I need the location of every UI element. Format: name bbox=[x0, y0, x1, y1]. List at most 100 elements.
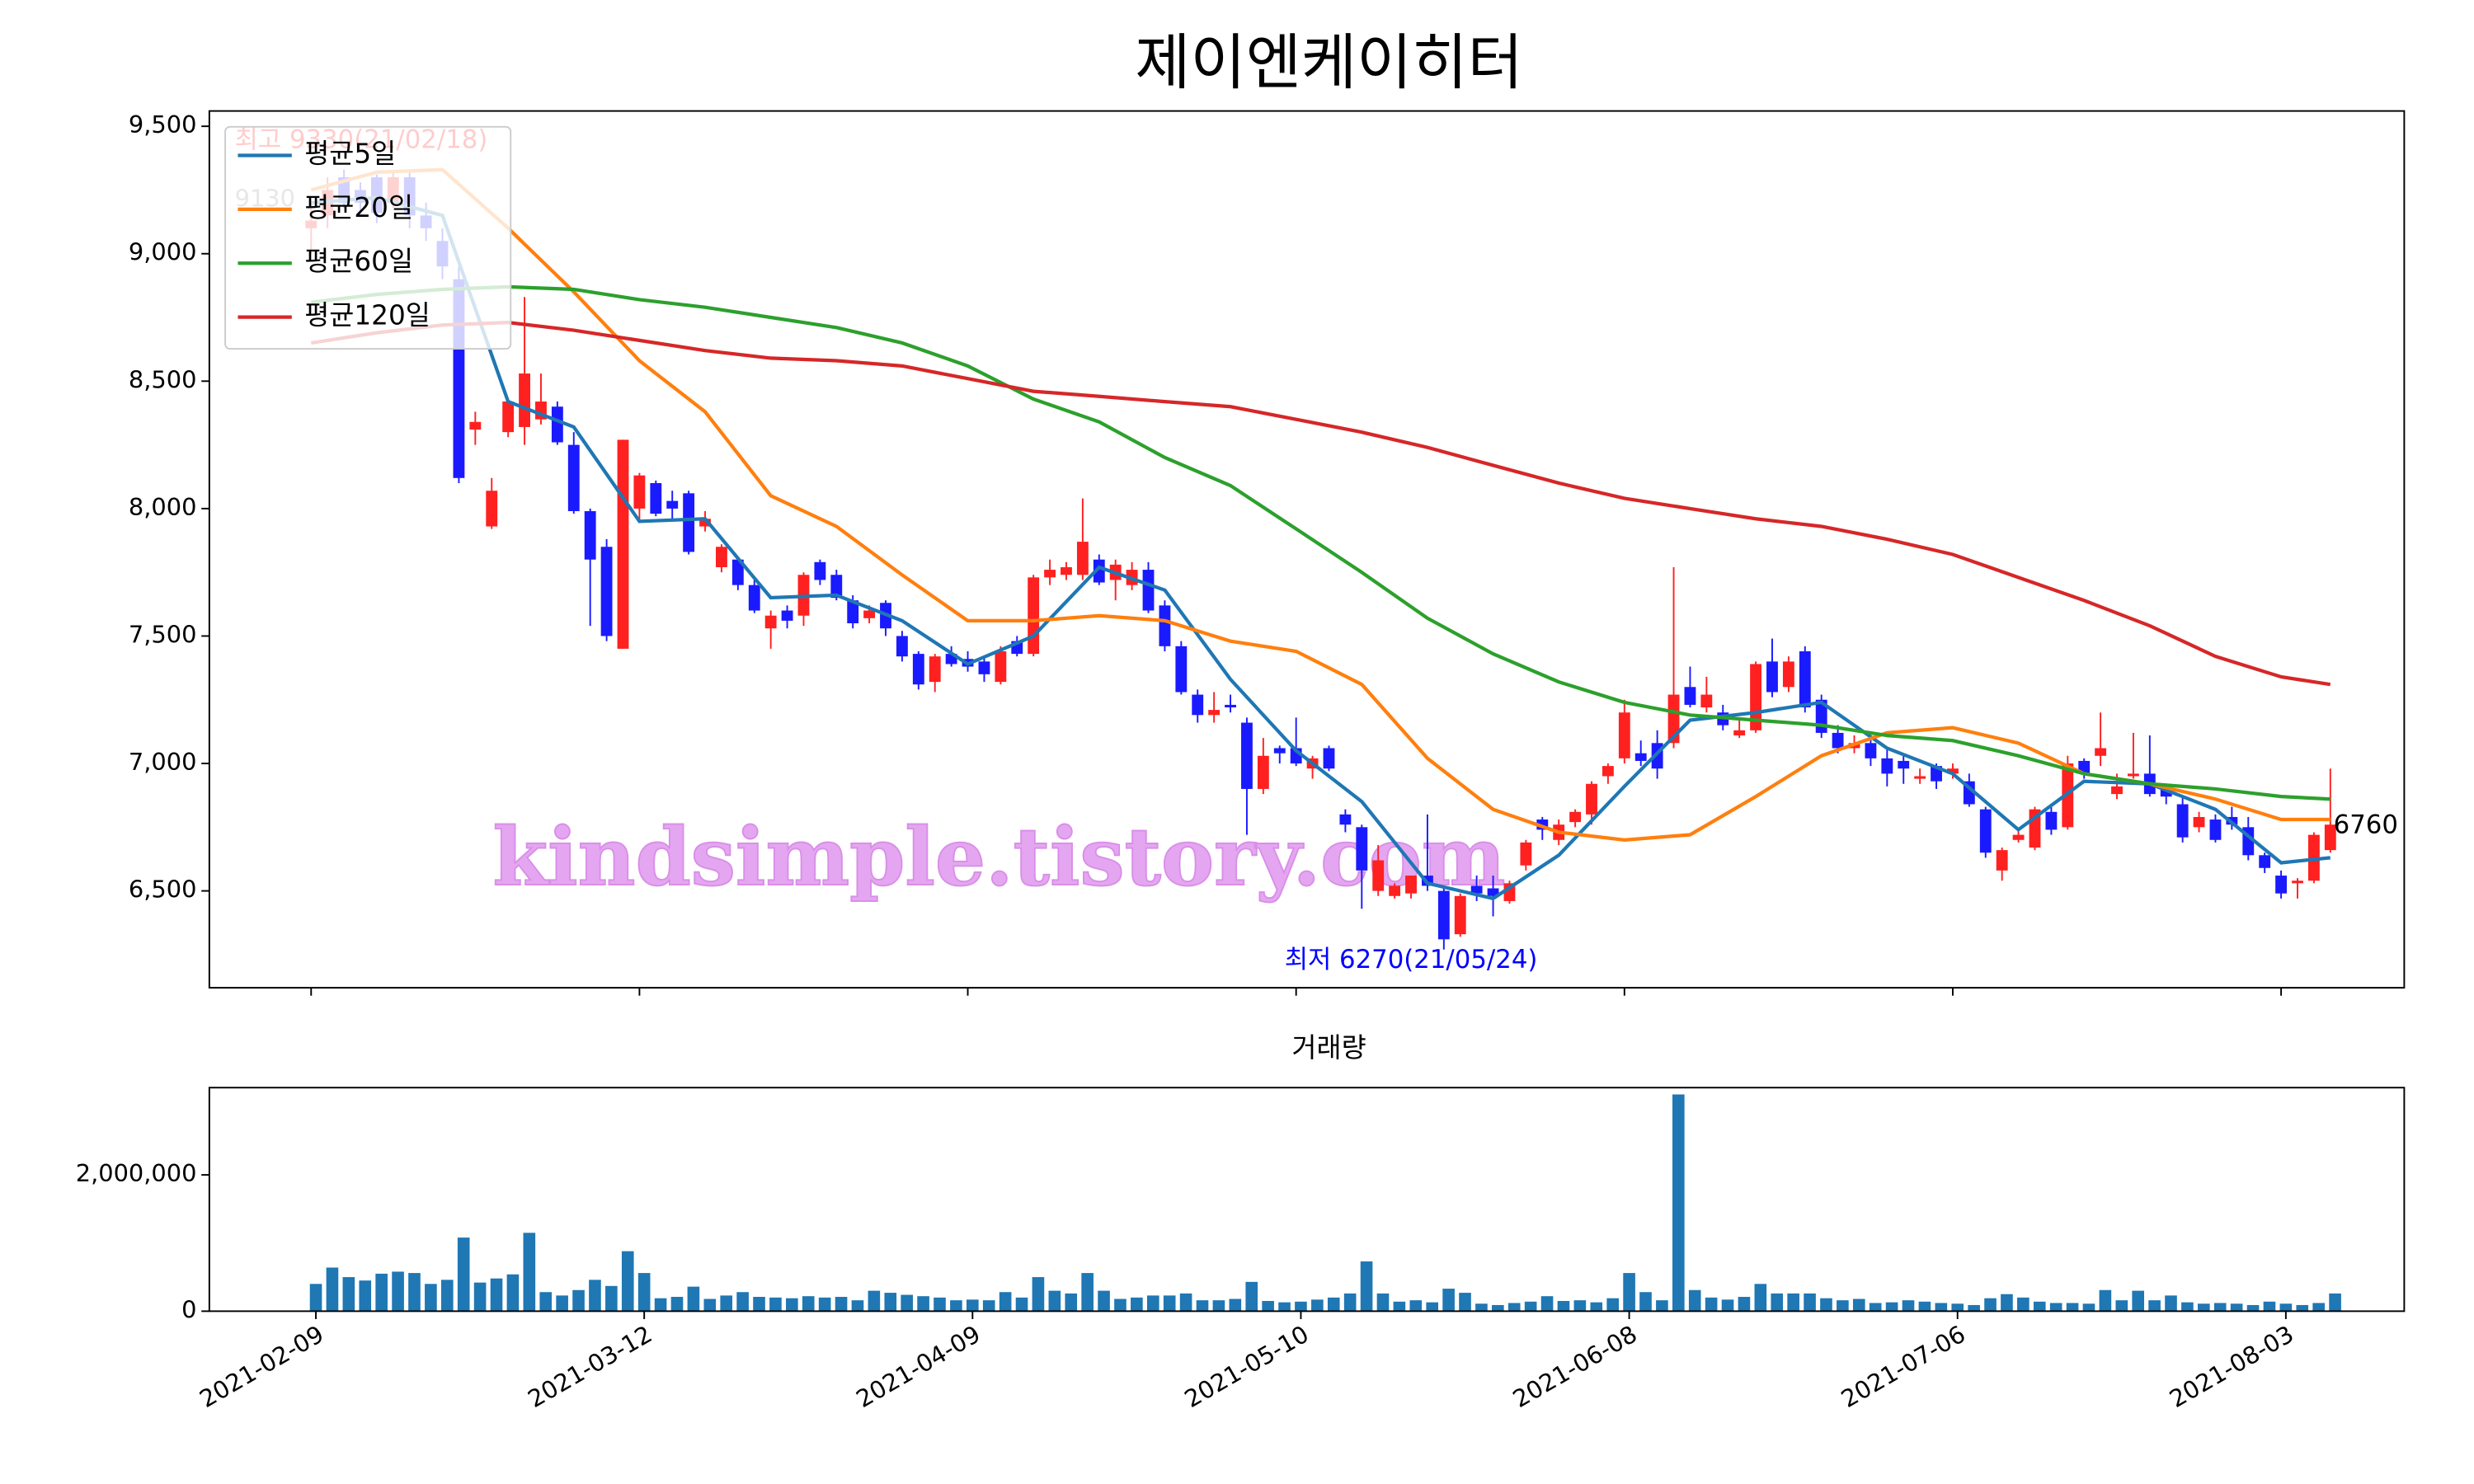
ma-line bbox=[310, 321, 2331, 687]
candle-body bbox=[1602, 766, 1614, 777]
volume-bar bbox=[523, 1233, 536, 1312]
volume-bar bbox=[1295, 1301, 1307, 1312]
volume-bar bbox=[1524, 1301, 1537, 1312]
y-tick-label: 7,000 bbox=[129, 748, 197, 776]
volume-bar bbox=[2165, 1295, 2177, 1312]
volume-bar bbox=[473, 1282, 487, 1312]
candle-body bbox=[633, 475, 646, 509]
volume-bar bbox=[2263, 1301, 2276, 1312]
volume-bar bbox=[982, 1300, 995, 1312]
volume-bar bbox=[605, 1285, 618, 1312]
candle-body bbox=[1405, 876, 1417, 894]
candle-body bbox=[1586, 783, 1597, 815]
candle-body bbox=[1618, 712, 1630, 758]
candle-body bbox=[1454, 895, 1466, 935]
candle-body bbox=[2078, 760, 2091, 774]
volume-bar bbox=[1262, 1300, 1274, 1312]
volume-bar bbox=[1771, 1293, 1784, 1312]
volume-bar bbox=[637, 1273, 651, 1312]
candle-body bbox=[1142, 570, 1155, 611]
candle-body bbox=[1470, 885, 1483, 894]
volume-bar bbox=[1837, 1300, 1849, 1312]
volume-bar bbox=[2312, 1303, 2325, 1312]
volume-bar bbox=[2198, 1303, 2210, 1312]
ma-line bbox=[311, 284, 2331, 801]
candle-body bbox=[1273, 748, 1286, 754]
volume-bar bbox=[1015, 1297, 1028, 1312]
volume-bar bbox=[309, 1284, 322, 1312]
candle-body bbox=[1881, 758, 1893, 774]
volume-bar bbox=[1327, 1297, 1340, 1312]
volume-bar bbox=[1179, 1293, 1192, 1312]
candle-body bbox=[896, 636, 908, 657]
candle-body bbox=[1241, 722, 1253, 789]
candle-body bbox=[995, 651, 1007, 683]
volume-bar bbox=[1852, 1298, 1865, 1312]
volume-bar bbox=[1656, 1300, 1668, 1312]
volume-bar bbox=[1804, 1293, 1816, 1312]
candle-body bbox=[1766, 661, 1778, 693]
volume-bar bbox=[621, 1251, 634, 1312]
candle-body bbox=[1782, 661, 1794, 688]
volume-bar bbox=[1343, 1293, 1357, 1312]
volume-bar bbox=[2066, 1303, 2079, 1312]
volume-bar bbox=[1721, 1299, 1734, 1312]
candle-body bbox=[567, 444, 580, 511]
legend-label: 평균5일 bbox=[304, 138, 396, 169]
volume-bar bbox=[1787, 1293, 1799, 1312]
volume-bar bbox=[950, 1300, 962, 1312]
candle-body bbox=[1339, 814, 1352, 825]
candle-body bbox=[1700, 694, 1713, 708]
volume-bar bbox=[392, 1271, 404, 1312]
volume-bar bbox=[2099, 1289, 2112, 1312]
candle-body bbox=[2095, 748, 2107, 756]
candle-body bbox=[2176, 804, 2189, 838]
volume-bar bbox=[1705, 1297, 1718, 1312]
candle-body bbox=[2292, 881, 2303, 884]
volume-bar bbox=[1065, 1293, 1078, 1312]
volume-bar bbox=[1048, 1290, 1061, 1312]
volume-bar bbox=[589, 1280, 601, 1312]
candle-body bbox=[1634, 753, 1647, 761]
volume-bar bbox=[687, 1286, 700, 1312]
volume-bar bbox=[2213, 1303, 2227, 1312]
candle-body bbox=[716, 547, 727, 567]
volume-bar bbox=[917, 1296, 929, 1312]
candle-body bbox=[1898, 760, 1910, 769]
volume-bar bbox=[835, 1297, 848, 1312]
candle-body bbox=[1323, 748, 1335, 769]
volume-bar bbox=[1475, 1303, 1488, 1312]
candle-body bbox=[1061, 566, 1072, 575]
volume-bar bbox=[2017, 1297, 2030, 1312]
candle-body bbox=[2259, 855, 2271, 868]
volume-bar bbox=[375, 1273, 388, 1312]
volume-bar bbox=[1738, 1297, 1751, 1312]
volume-bar bbox=[1360, 1261, 1373, 1312]
y-tick-label: 6,500 bbox=[129, 876, 197, 904]
volume-bar bbox=[1442, 1289, 1455, 1312]
volume-bar bbox=[2115, 1300, 2128, 1312]
candle-body bbox=[2160, 788, 2172, 797]
volume-bar bbox=[342, 1277, 355, 1312]
annotation-low: 최저 6270(21/05/24) bbox=[1285, 945, 1538, 974]
volume-bar bbox=[425, 1284, 437, 1312]
volume-bar bbox=[786, 1298, 798, 1312]
volume-bar bbox=[1968, 1304, 1980, 1312]
watermark: kindsimple.tistory.com bbox=[493, 810, 1506, 904]
volume-bar bbox=[1131, 1297, 1143, 1312]
candle-body bbox=[2275, 876, 2288, 894]
volume-bar bbox=[901, 1294, 913, 1312]
volume-bar bbox=[359, 1280, 372, 1312]
candle-body bbox=[1996, 850, 2008, 871]
volume-bar bbox=[1393, 1301, 1406, 1312]
volume-bar bbox=[654, 1298, 667, 1312]
volume-bar bbox=[1606, 1298, 1619, 1312]
volume-bar bbox=[1820, 1298, 1832, 1312]
volume-bar bbox=[1409, 1300, 1423, 1312]
candle-body bbox=[1257, 755, 1269, 789]
volume-bar bbox=[2329, 1293, 2341, 1312]
candle-body bbox=[1947, 768, 1959, 774]
volume-bar bbox=[1492, 1304, 1504, 1312]
candle-body bbox=[978, 661, 990, 674]
candle-body bbox=[1832, 732, 1844, 749]
